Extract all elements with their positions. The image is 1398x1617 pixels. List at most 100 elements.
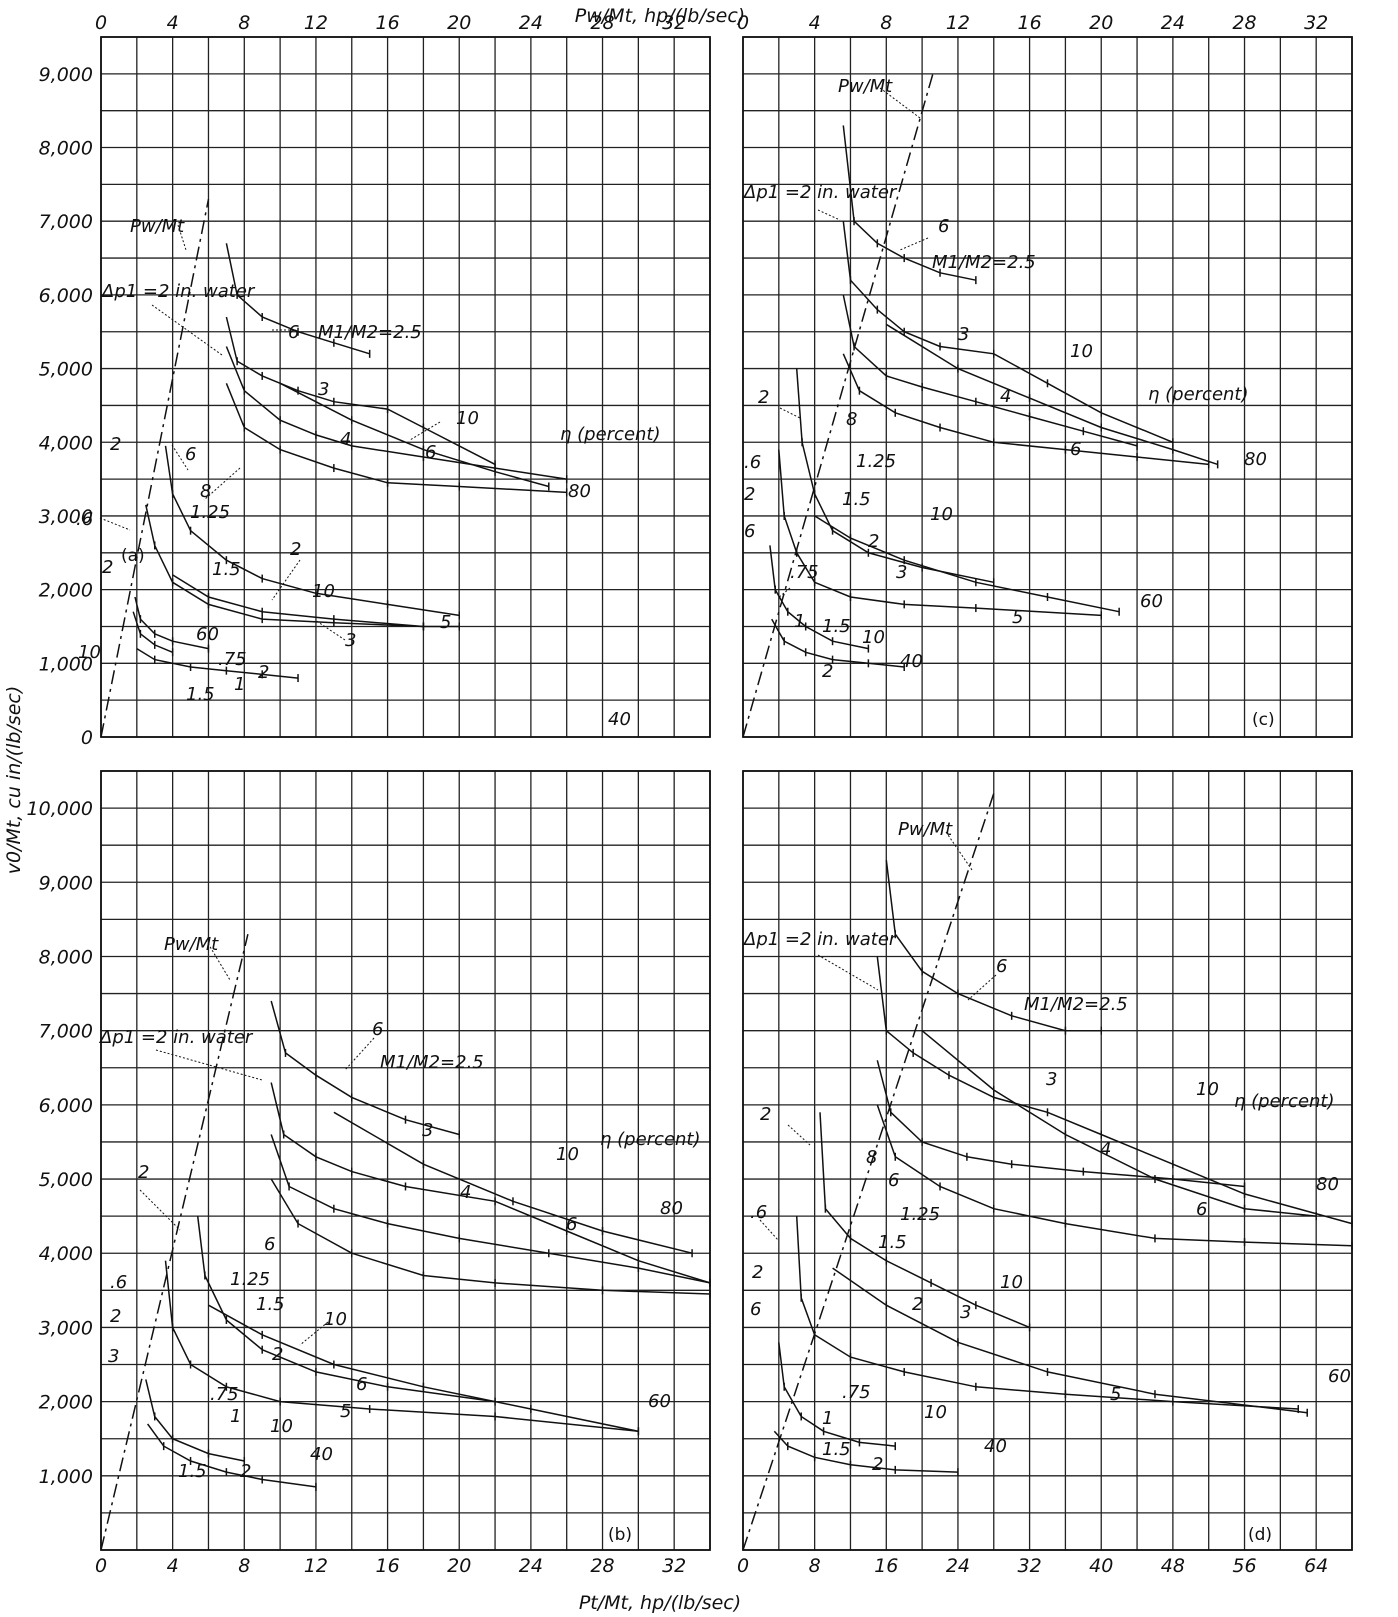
x-tick-label: 24 (1161, 12, 1185, 34)
x-tick-label: 32 (662, 1555, 686, 1577)
y-tick-label: 2,000 (39, 1392, 93, 1414)
panel-frame (100, 36, 711, 738)
annotation-label: 2 (872, 1454, 883, 1475)
annotation-leader (177, 224, 187, 251)
series-line (842, 125, 977, 281)
annotation-label: .75 (210, 1384, 239, 1405)
series-line (164, 445, 460, 617)
annotation-label: 6 (288, 322, 299, 343)
y-tick-label: 4,000 (39, 432, 93, 454)
series-line (773, 1430, 958, 1473)
annotation-leader (879, 87, 921, 119)
x-tick-label: 8 (880, 12, 892, 34)
annotation-label: 2 (272, 1344, 283, 1365)
annotation-label: Pw/Mt (130, 216, 185, 237)
annotation-label: 1.5 (178, 1461, 207, 1482)
panel-frame (100, 770, 711, 1551)
annotation-leader (779, 407, 801, 419)
x-tick-label: 12 (304, 12, 328, 34)
annotation-label: 8 (846, 409, 857, 430)
x-tick-label: 48 (1161, 1555, 1185, 1577)
annotation-label: M1/M2=2.5 (1024, 994, 1128, 1015)
annotation-label: 10 (324, 1309, 347, 1330)
y-tick-label: 5,000 (39, 359, 93, 381)
annotation-leader (817, 209, 841, 221)
series-line (172, 574, 460, 628)
annotation-leader (899, 237, 929, 251)
annotation-label: .6 (750, 1202, 767, 1223)
x-tick-label: 16 (874, 1555, 898, 1577)
annotation-label: M1/M2=2.5 (318, 322, 422, 343)
annotation-label: 3 (958, 324, 969, 345)
x-tick-label: 32 (662, 12, 686, 34)
series-line (842, 294, 1138, 447)
x-tick-label: 64 (1304, 1555, 1328, 1577)
annotation-label: 2 (912, 1294, 923, 1315)
annotation-leader (967, 974, 997, 1001)
y-tick-label: 9,000 (39, 872, 93, 894)
x-tick-label: 4 (167, 1555, 179, 1577)
x-tick-label: 8 (809, 1555, 821, 1577)
annotation-label: Δp1 =2 in. water (98, 1027, 254, 1048)
annotation-leader (409, 421, 441, 441)
top-axis-title: Pw/Mt, hp/(lb/sec) (575, 5, 745, 27)
series-line (778, 449, 1102, 617)
axes-layer: 0 4 8 12 16 20 24 28 3201,0002,0003,0004,0005,00… (27, 12, 1353, 1577)
annotation-label: 60 (1140, 591, 1163, 612)
annotation-label: 1.25 (190, 502, 230, 523)
annotation-label: 2 (760, 1104, 771, 1125)
annotation-label: 10 (862, 627, 885, 648)
bottom-axis-title: Pt/Mt, hp/(lb/sec) (579, 1592, 741, 1614)
annotation-label: 1.5 (822, 616, 851, 637)
annotation-label: 6 (1070, 439, 1081, 460)
panel-letter: (d) (1248, 1525, 1272, 1545)
annotation-label: 8 (200, 481, 211, 502)
x-tick-label: 4 (167, 12, 179, 34)
annotation-label: .6 (76, 509, 93, 530)
annotation-label: 80 (568, 481, 591, 502)
annotation-leader (817, 954, 879, 991)
annotation-label: 2 (240, 1461, 251, 1482)
series-line (795, 1216, 1299, 1410)
annotation-label: M1/M2=2.5 (932, 252, 1036, 273)
annotation-label: 6 (566, 1214, 577, 1235)
annotation-label: 1.5 (186, 684, 215, 705)
annotation-label: 10 (556, 1144, 579, 1165)
annotation-leader (99, 517, 131, 531)
annotation-label: 3 (318, 379, 329, 400)
x-tick-label: 20 (447, 1555, 471, 1577)
annotation-label: M1/M2=2.5 (380, 1052, 484, 1073)
annotation-label: 1.5 (842, 489, 871, 510)
annotation-label: 10 (924, 1402, 947, 1423)
x-tick-label: 0 (95, 12, 107, 34)
annotation-label: .6 (110, 1272, 127, 1293)
series-line (795, 368, 994, 584)
panel-frame (742, 770, 1353, 1551)
x-tick-label: 24 (519, 12, 543, 34)
annotation-label: Δp1 =2 in. water (742, 182, 898, 203)
series-line (742, 73, 934, 738)
x-tick-label: 28 (590, 1555, 614, 1577)
y-tick-label: 9,000 (39, 64, 93, 86)
x-tick-label: 32 (1304, 12, 1328, 34)
annotation-label: 4 (1100, 1139, 1111, 1160)
y-tick-label: 1,000 (39, 653, 93, 675)
y-tick-label: 1,000 (39, 1466, 93, 1488)
annotation-label: 1.25 (900, 1204, 940, 1225)
annotation-label: 3 (422, 1120, 433, 1141)
annotation-label: Pw/Mt (898, 819, 953, 840)
annotation-label: .75 (790, 562, 819, 583)
annotation-leader (139, 1189, 181, 1231)
series-line (208, 1304, 639, 1433)
x-tick-label: 0 (737, 1555, 749, 1577)
annotation-label: 2 (290, 539, 301, 560)
annotation-label: 60 (196, 624, 219, 645)
y-tick-label: 10,000 (27, 798, 93, 820)
left-axis-title: v0/Mt, cu in/(lb/sec) (3, 686, 25, 875)
annotation-label: η (percent) (1148, 384, 1249, 405)
annotation-label: .75 (842, 1382, 871, 1403)
x-tick-label: 4 (809, 12, 821, 34)
panel-frame (742, 36, 1353, 738)
